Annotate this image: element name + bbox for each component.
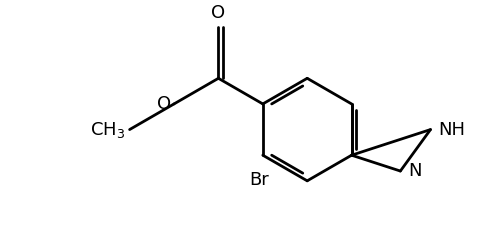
Text: O: O	[211, 4, 225, 22]
Text: O: O	[157, 95, 171, 113]
Text: CH$_3$: CH$_3$	[91, 120, 126, 140]
Text: N: N	[408, 162, 422, 180]
Text: Br: Br	[249, 171, 269, 189]
Text: NH: NH	[439, 120, 465, 139]
